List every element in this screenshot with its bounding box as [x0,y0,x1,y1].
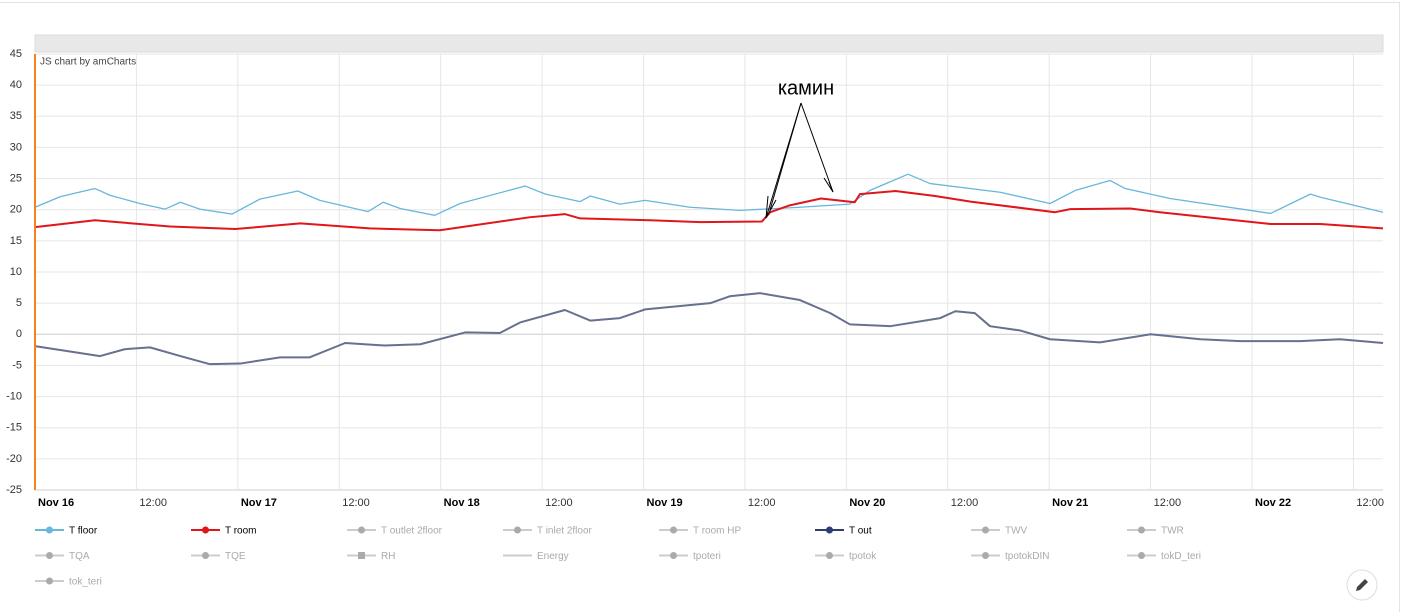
legend-label[interactable]: tpoteri [693,551,721,562]
legend-marker [358,526,365,534]
series-line [34,292,1384,366]
x-tick-label: 12:00 [748,497,776,509]
legend-marker [202,526,209,534]
edit-icon [1356,579,1368,591]
credit: JS chart by amCharts [40,57,136,68]
x-tick-label: 12:00 [951,497,979,509]
x-tick-label: 12:00 [1356,497,1384,509]
legend-label[interactable]: T room HP [693,526,741,537]
x-tick-label: Nov 21 [1052,497,1088,509]
y-tick-label: 30 [10,141,22,153]
legend-marker [982,526,989,534]
scrollbar[interactable] [34,34,1384,53]
legend-label[interactable]: TWR [1161,526,1184,537]
legend-label[interactable]: T inlet 2floor [537,526,593,537]
legend-label[interactable]: tokD_teri [1161,551,1201,562]
legend-marker [826,526,833,534]
x-tick-label: Nov 16 [38,497,74,509]
legend-label[interactable]: T room [225,526,257,537]
grid [34,53,1383,491]
series-line [34,173,1384,216]
y-tick-label: -10 [6,390,22,402]
y-tick-label: 45 [10,48,22,60]
annotation-arrows [765,102,834,219]
legend-marker [1138,552,1145,559]
legend-label[interactable]: tpotok [849,551,877,562]
legend-marker [1138,526,1145,534]
x-tick-label: 12:00 [139,497,167,509]
legend-label[interactable]: TQE [225,551,246,562]
x-tick-label: 12:00 [1154,497,1182,509]
x-tick-label: Nov 19 [647,497,683,509]
legend-marker [46,552,53,559]
x-tick-label: Nov 18 [444,497,480,509]
y-tick-label: -5 [12,359,22,371]
y-tick-label: -25 [6,484,22,496]
x-tick-label: Nov 22 [1255,497,1291,509]
x-tick-label: 12:00 [545,497,573,509]
legend-marker [670,552,677,559]
legend-marker [982,552,989,559]
legend-label[interactable]: RH [381,551,395,562]
legend-marker [46,526,53,534]
x-tick-label: 12:00 [342,497,370,509]
legend-label[interactable]: tpotokDIN [1005,551,1049,562]
y-tick-label: 20 [10,204,22,216]
legend: T floor T room T outlet 2floor T inlet 2flo… [35,526,1201,588]
y-tick-label: 25 [10,172,22,184]
y-tick-label: 5 [16,297,22,309]
plot [34,173,1384,366]
legend-marker [46,577,53,585]
x-tick-label: Nov 17 [241,497,277,509]
x-tick-label: Nov 20 [849,497,885,509]
legend-marker [202,552,209,559]
legend-marker [358,552,365,559]
y-tick-label: -15 [6,422,22,434]
legend-label[interactable]: TWV [1005,526,1028,537]
y-tick-label: 0 [16,328,22,340]
y-tick-label: -20 [6,453,22,465]
legend-label[interactable]: Energy [537,551,569,562]
y-tick-label: 40 [10,79,22,91]
series-line [34,190,1384,232]
legend-label[interactable]: T outlet 2floor [381,526,443,537]
legend-label[interactable]: TQA [69,551,90,562]
legend-label[interactable]: tok_teri [69,577,102,588]
legend-label[interactable]: T floor [69,526,98,537]
y-tick-label: 10 [10,266,22,278]
y-tick-label: 15 [10,235,22,247]
legend-marker [670,526,677,534]
legend-marker [514,526,521,534]
legend-marker [826,552,833,559]
legend-label[interactable]: T out [849,526,872,537]
y-tick-label: 35 [10,110,22,122]
annotation: камин [778,77,834,99]
